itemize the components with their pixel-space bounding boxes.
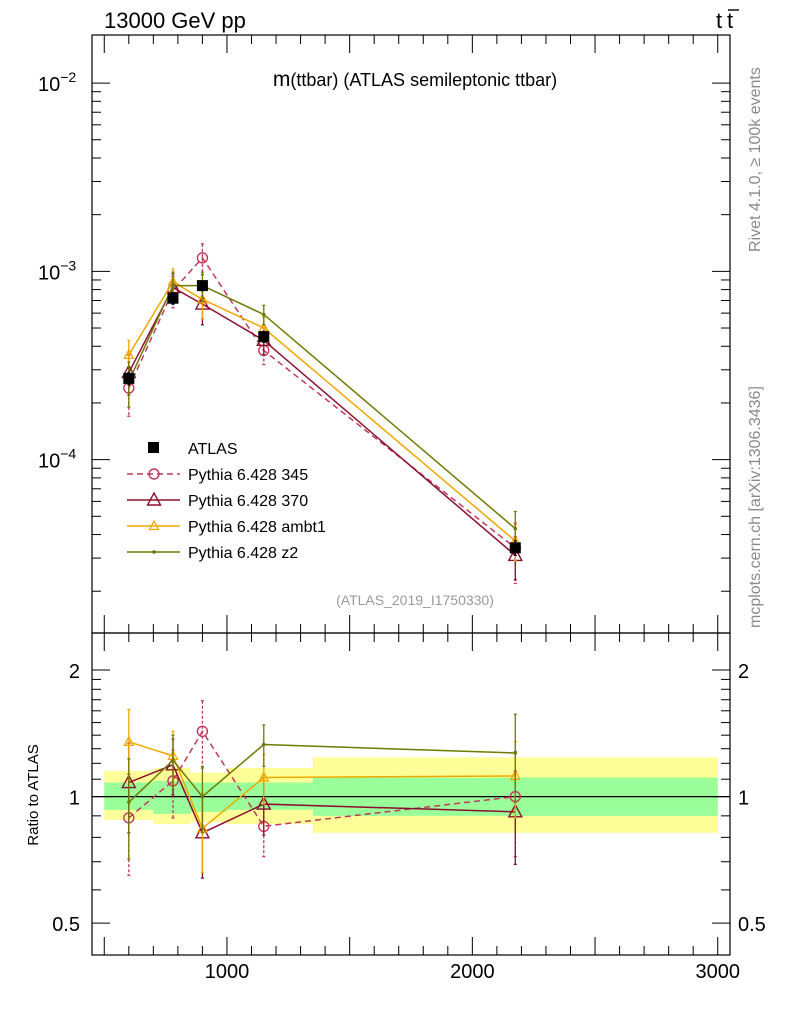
series-line [128, 256, 516, 549]
main-frame [91, 34, 731, 634]
ratio-y-tick-label: 2 [69, 661, 80, 683]
y-tick-label: 10−2 [38, 69, 76, 96]
data-point [258, 771, 270, 782]
series-z2 [127, 713, 518, 860]
plot-title: m(ttbar) (ATLAS semileptonic ttbar) [273, 68, 557, 91]
legend-label: ATLAS [188, 441, 238, 458]
ratio-y-tick-label: 1 [738, 788, 749, 810]
legend-item: ATLAS [148, 441, 238, 458]
legend-item: Pythia 6.428 345 [127, 467, 308, 484]
y-tick-label: 10−3 [38, 257, 76, 284]
energy-label: 13000 GeV pp [104, 8, 246, 33]
ratio-series-layer [121, 700, 523, 879]
series-data [123, 280, 521, 557]
data-point [146, 491, 162, 506]
data-point [196, 725, 209, 738]
legend-label: Pythia 6.428 345 [188, 467, 308, 484]
data-point [258, 331, 270, 343]
y-tick-label: 10−4 [38, 446, 76, 473]
data-point [123, 348, 135, 360]
main-axis-ticks: 10−2 10−3 10−4 [38, 35, 730, 633]
series-line [128, 280, 516, 542]
ratio-y-tick-label: 0.5 [52, 914, 80, 936]
data-point [200, 794, 205, 799]
data-point [261, 312, 266, 317]
data-point [148, 519, 160, 531]
mcplots-label: mcplots.cern.ch [arXiv:1306.3436] [747, 386, 764, 628]
ratio-frame [91, 632, 731, 956]
x-tick-label: 2000 [450, 961, 495, 983]
data-point [123, 735, 135, 746]
legend: ATLAS Pythia 6.428 345 Pythia 6.428 370 Pyt… [127, 441, 326, 562]
data-point [196, 292, 209, 304]
process-label: t t [716, 8, 739, 33]
series-line [128, 286, 516, 556]
data-point [509, 542, 521, 554]
legend-label: Pythia 6.428 ambt1 [188, 519, 326, 536]
data-point [196, 280, 208, 292]
ratio-panel: 0.5 0.5 1 1 2 2 1000 2000 3000 Ratio to ATLAS [25, 632, 766, 983]
data-point [167, 292, 179, 304]
data-point [127, 800, 131, 804]
ratio-y-tick-label: 0.5 [738, 914, 766, 936]
x-tick-label: 3000 [695, 961, 740, 983]
svg-text:t: t [716, 8, 722, 33]
legend-item: Pythia 6.428 ambt1 [127, 519, 326, 536]
data-point [152, 550, 156, 554]
main-series-layer [121, 243, 523, 585]
analysis-tag: (ATLAS_2019_I1750330) [336, 592, 494, 608]
svg-text:t: t [727, 8, 733, 33]
data-point [171, 758, 175, 763]
ratio-y-tick-label: 2 [738, 661, 749, 683]
main-panel: 10−2 10−3 10−4 m(ttbar) (ATLAS semileptoni… [38, 34, 731, 634]
x-tick-label: 1000 [205, 961, 250, 983]
data-point [123, 372, 135, 384]
legend-label: Pythia 6.428 z2 [188, 545, 298, 562]
data-point [513, 526, 518, 531]
data-point [513, 751, 518, 755]
series-ambt1 [123, 268, 521, 562]
rivet-version-label: Rivet 4.1.0, ≥ 100k events [747, 67, 764, 252]
legend-label: Pythia 6.428 370 [188, 493, 308, 510]
ratio-y-tick-label: 1 [69, 788, 80, 810]
ratio-axis-ticks: 0.5 0.5 1 1 2 2 1000 2000 3000 [52, 633, 766, 983]
data-point [171, 283, 175, 288]
data-point [261, 742, 266, 747]
data-point [196, 252, 209, 264]
legend-item: Pythia 6.428 z2 [127, 545, 298, 562]
legend-item: Pythia 6.428 370 [127, 491, 308, 510]
data-point [148, 468, 160, 480]
series-z2 [127, 271, 518, 551]
data-point [256, 795, 272, 810]
ratio-uncertainty-bands [104, 757, 718, 833]
ratio-ylabel: Ratio to ATLAS [25, 744, 42, 845]
legend-swatch [148, 442, 159, 453]
